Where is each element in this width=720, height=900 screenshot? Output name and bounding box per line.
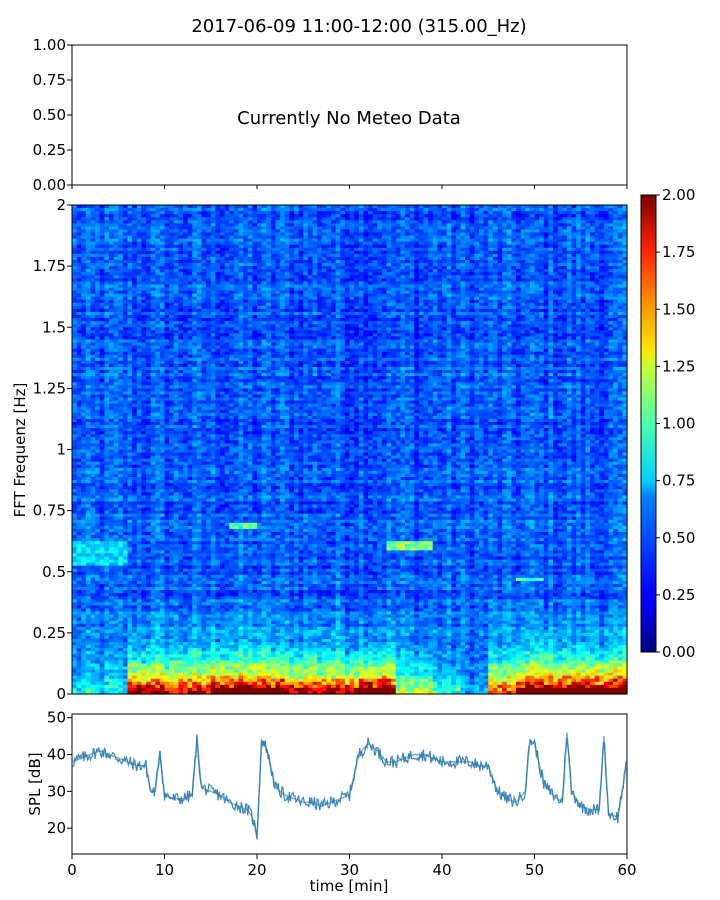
spectrogram-ytick-label: 0.75 bbox=[33, 502, 66, 520]
spectrogram-ytick-label: 1.5 bbox=[42, 318, 66, 336]
colorbar-gradient bbox=[640, 194, 657, 653]
spl-ytick-label: 30 bbox=[47, 782, 66, 800]
colorbar: 0.00 0.25 0.50 0.75 1.00 1.25 1.50 1.75 2.00 bbox=[640, 186, 695, 661]
colorbar-tick-label: 1.25 bbox=[662, 357, 695, 375]
spl-xtick-label: 50 bbox=[525, 861, 544, 879]
colorbar-tick-label: 0.75 bbox=[662, 472, 695, 490]
spl-xlabel: time [min] bbox=[310, 877, 389, 895]
spl-xtick-label: 60 bbox=[617, 861, 636, 879]
spectrogram-panel: 0 0.25 0.5 0.75 1 1.25 1.5 1.75 2 FFT Frequenz [… bbox=[11, 196, 628, 703]
spl-xtick-label: 20 bbox=[247, 861, 266, 879]
meteo-ytick-label: 0.75 bbox=[33, 71, 66, 89]
spl-series-line bbox=[71, 732, 628, 836]
colorbar-tick-label: 0.00 bbox=[662, 643, 695, 661]
spl-ytick-label: 50 bbox=[47, 709, 66, 727]
spl-xtick-label: 0 bbox=[67, 861, 77, 879]
spl-xtick-label: 10 bbox=[155, 861, 174, 879]
spectrogram-ylabel: FFT Frequenz [Hz] bbox=[11, 383, 29, 518]
spl-ylabel: SPL [dB] bbox=[26, 752, 44, 815]
colorbar-tick-label: 0.50 bbox=[662, 529, 695, 547]
colorbar-tick-label: 1.50 bbox=[662, 300, 695, 318]
spl-xtick-label: 30 bbox=[340, 861, 359, 879]
spectrogram-heatmap bbox=[72, 205, 628, 695]
meteo-ytick-label: 0.50 bbox=[33, 106, 66, 124]
spectrogram-ytick-label: 1 bbox=[56, 441, 66, 459]
spl-panel: 20 30 40 50 0 10 20 30 40 50 60 SPL [dB] time [mi… bbox=[26, 709, 637, 895]
colorbar-tick-label: 0.25 bbox=[662, 586, 695, 604]
spectrogram-ytick-label: 0 bbox=[56, 685, 66, 703]
meteo-ytick-label: 1.00 bbox=[33, 36, 66, 54]
meteo-ytick-label: 0.00 bbox=[33, 176, 66, 194]
spectrogram-ytick-label: 2 bbox=[56, 196, 66, 214]
spectrogram-ytick-label: 1.75 bbox=[33, 257, 66, 275]
spl-ytick-label: 20 bbox=[47, 819, 66, 837]
spectrogram-ytick-label: 1.25 bbox=[33, 379, 66, 397]
spl-plot-area bbox=[71, 713, 628, 855]
colorbar-tick-label: 1.75 bbox=[662, 243, 695, 261]
spectrogram-ytick-label: 0.25 bbox=[33, 624, 66, 642]
colorbar-tick-label: 2.00 bbox=[662, 186, 695, 204]
meteo-ytick-label: 0.25 bbox=[33, 141, 66, 159]
spl-ytick-label: 40 bbox=[47, 746, 66, 764]
no-meteo-message: Currently No Meteo Data bbox=[237, 108, 461, 129]
spectrogram-ytick-label: 0.5 bbox=[42, 563, 66, 581]
figure-title: 2017-06-09 11:00-12:00 (315.00_Hz) bbox=[191, 16, 526, 37]
spl-xtick-label: 40 bbox=[432, 861, 451, 879]
meteo-panel: Currently No Meteo Data 0.00 0.25 0.50 0.75… bbox=[33, 36, 628, 194]
meteo-plot-area bbox=[71, 44, 628, 186]
colorbar-tick-label: 1.00 bbox=[662, 415, 695, 433]
